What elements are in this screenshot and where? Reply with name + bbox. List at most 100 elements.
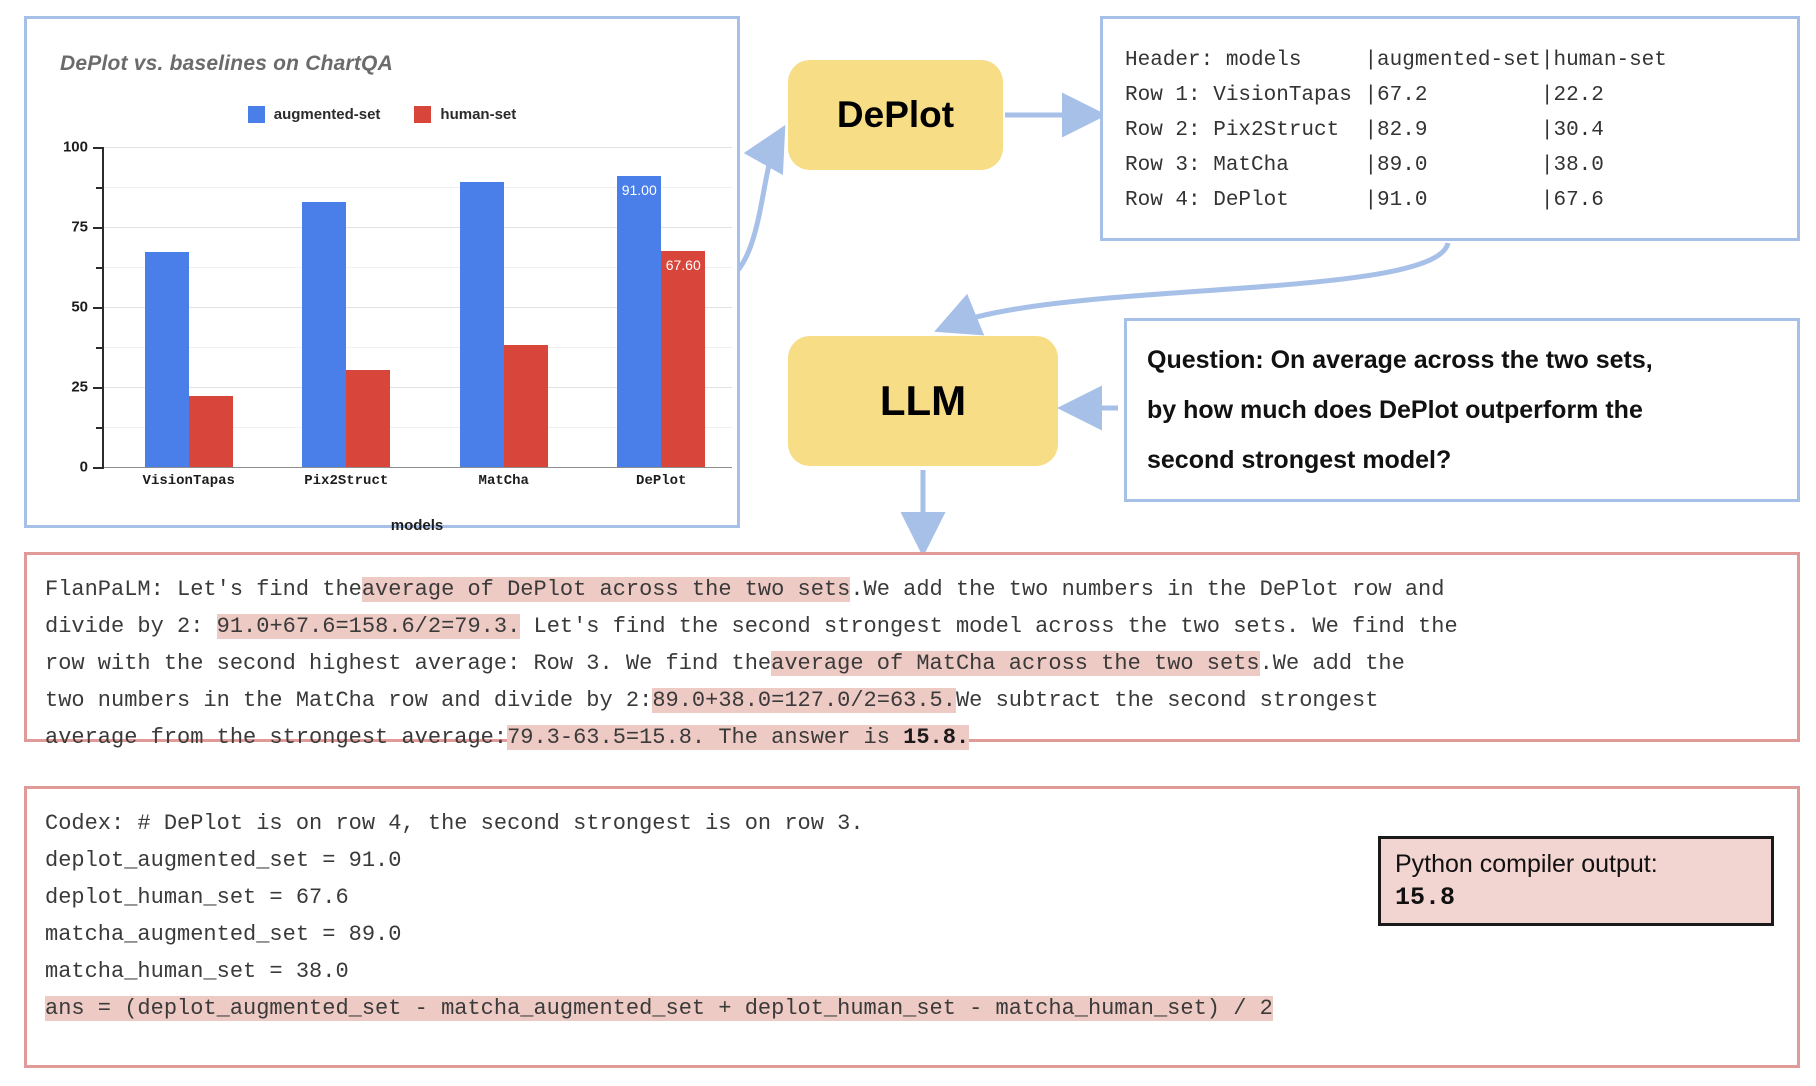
chart-y-tick-label: 25 — [71, 378, 88, 396]
chart-bar-value-label: 67.60 — [665, 256, 701, 273]
chart-x-tick-label: MatCha — [478, 473, 529, 489]
legend-label-augmented-set: augmented-set — [273, 106, 381, 123]
chart-x-tick-label: Pix2Struct — [304, 473, 389, 489]
chart-y-tick-label: 100 — [62, 138, 88, 156]
chart-y-tick-minor — [96, 427, 104, 429]
legend-item-augmented-set: augmented-set — [247, 106, 381, 123]
codex-line-4: matcha_augmented_set = 89.0 — [45, 922, 402, 947]
legend-swatch-augmented-set — [247, 106, 265, 123]
flanpalm-line-3: row with the second highest average: Row… — [45, 645, 1779, 682]
chart-bar[interactable] — [188, 395, 233, 467]
chart-bar-group — [302, 201, 391, 467]
chart-gridline-minor — [102, 267, 732, 268]
text-plain: .We add the — [1259, 651, 1405, 676]
text-highlight: 89.0+38.0=127.0/2=63.5. — [652, 688, 956, 713]
codex-line-2: deplot_augmented_set = 91.0 — [45, 848, 402, 873]
chart-y-tick — [93, 467, 104, 469]
chart-bar[interactable] — [459, 182, 504, 467]
chart-title: DePlot vs. baselines on ChartQA — [60, 52, 393, 75]
table-panel: Header: models |augmented-set|human-set R… — [1100, 16, 1800, 241]
chart-bar[interactable] — [503, 345, 548, 467]
text-plain: .We add the two numbers in the DePlot ro… — [850, 577, 1445, 602]
flanpalm-line-2: divide by 2: 91.0+67.6=158.6/2=79.3. Let… — [45, 608, 1779, 645]
chart-x-tick-label: VisionTapas — [142, 473, 235, 489]
text-plain: divide by 2: — [45, 614, 217, 639]
chart-gridline — [102, 307, 732, 308]
chart-panel: DePlot vs. baselines on ChartQA augmente… — [24, 16, 740, 534]
chart-legend: augmented-set human-set — [27, 106, 737, 123]
flanpalm-line-1: FlanPaLM: Let's find theaverage of DePlo… — [45, 571, 1779, 608]
legend-item-human-set: human-set — [414, 106, 516, 123]
chart-y-tick-label: 75 — [71, 218, 88, 236]
question-line: second strongest model? — [1147, 446, 1452, 474]
deplot-node[interactable]: DePlot — [788, 60, 1003, 170]
chart-bar[interactable] — [144, 251, 189, 467]
arrow-table-to-llm — [934, 242, 1451, 336]
flanpalm-answer: 15.8. — [903, 725, 970, 750]
flanpalm-line-4: two numbers in the MatCha row and divide… — [45, 682, 1779, 719]
text-plain: We subtract the second strongest — [955, 688, 1379, 713]
question-line: by how much does DePlot outperform the — [1147, 396, 1643, 424]
chart-bar[interactable] — [346, 369, 391, 467]
chart-bar-group — [144, 251, 233, 467]
chart-gridline-minor — [102, 427, 732, 428]
chart-x-tick-label: DePlot — [636, 473, 687, 489]
question-line: Question: On average across the two sets… — [1147, 346, 1653, 374]
chart-gridline — [102, 387, 732, 388]
chart-y-tick — [93, 147, 104, 149]
python-compiler-output-box: Python compiler output: 15.8 — [1378, 836, 1774, 926]
chart-bar-group — [459, 182, 548, 467]
text-highlight: 79.3-63.5=15.8. The answer is 15.8. — [507, 725, 970, 750]
flanpalm-output-panel: FlanPaLM: Let's find theaverage of DePlo… — [24, 552, 1800, 750]
chart-x-axis-title: models — [390, 517, 444, 534]
chart-plot-area: 0 25 50 75 100 91.00 67.60 VisionTapas Pix2Str… — [63, 139, 732, 534]
deplot-node-label: DePlot — [836, 94, 955, 135]
python-output-value: 15.8 — [1395, 883, 1456, 912]
text-highlight-pre: 79.3-63.5=15.8. The answer is — [507, 725, 904, 750]
chart-y-tick-minor — [96, 267, 104, 269]
legend-label-human-set: human-set — [440, 106, 517, 123]
chart-gridline-minor — [102, 347, 732, 348]
question-panel: Question: On average across the two sets… — [1124, 318, 1800, 502]
codex-output-panel: Codex: # DePlot is on row 4, the second … — [24, 786, 1800, 1068]
chart-y-tick-label: 50 — [71, 298, 88, 316]
text-plain: average from the strongest average: — [45, 725, 508, 750]
table-row: Row 1: VisionTapas |67.2 |22.2 — [1125, 84, 1604, 107]
legend-swatch-human-set — [414, 106, 432, 123]
chart-y-tick — [93, 307, 104, 309]
llm-node-label: LLM — [879, 377, 967, 424]
table-row: Row 3: MatCha |89.0 |38.0 — [1125, 154, 1604, 177]
table-rows: Header: models |augmented-set|human-set R… — [1125, 43, 1797, 218]
codex-line-6: ans = (deplot_augmented_set - matcha_aug… — [45, 990, 1779, 1027]
chart-bar[interactable] — [302, 201, 347, 467]
chart-bar[interactable]: 91.00 — [617, 175, 662, 467]
codex-line-5: matcha_human_set = 38.0 — [45, 959, 349, 984]
chart-y-tick-minor — [96, 347, 104, 349]
chart-y-tick-label: 0 — [79, 458, 88, 476]
text-highlight: average of DePlot across the two sets — [361, 577, 851, 602]
chart-y-tick-minor — [96, 187, 104, 189]
chart-y-tick — [93, 387, 104, 389]
codex-line-3: deplot_human_set = 67.6 — [45, 885, 349, 910]
text-plain: Let's find the second strongest model ac… — [520, 614, 1458, 639]
chart-gridline-minor — [102, 187, 732, 188]
text-plain: FlanPaLM: Let's find the — [45, 577, 362, 602]
text-plain: row with the second highest average: Row… — [45, 651, 772, 676]
table-header-row: Header: models |augmented-set|human-set — [1125, 49, 1667, 72]
table-row: Row 2: Pix2Struct |82.9 |30.4 — [1125, 119, 1604, 142]
text-plain: two numbers in the MatCha row and divide… — [45, 688, 653, 713]
chart-gridline — [102, 147, 732, 148]
llm-node[interactable]: LLM — [788, 336, 1058, 466]
chart-gridline — [102, 467, 732, 468]
text-highlight: average of MatCha across the two sets — [771, 651, 1260, 676]
text-highlight: 91.0+67.6=158.6/2=79.3. — [216, 614, 521, 639]
chart-gridline — [102, 227, 732, 228]
codex-line-1: Codex: # DePlot is on row 4, the second … — [45, 811, 864, 836]
chart-y-tick — [93, 227, 104, 229]
python-output-label: Python compiler output: — [1395, 850, 1658, 878]
flanpalm-line-5: average from the strongest average:79.3-… — [45, 719, 1779, 756]
chart-bar-group: 91.00 67.60 — [617, 175, 706, 467]
chart-bar[interactable]: 67.60 — [661, 250, 706, 467]
text-highlight: ans = (deplot_augmented_set - matcha_aug… — [45, 996, 1273, 1021]
chart-bar-value-label: 91.00 — [621, 181, 657, 198]
